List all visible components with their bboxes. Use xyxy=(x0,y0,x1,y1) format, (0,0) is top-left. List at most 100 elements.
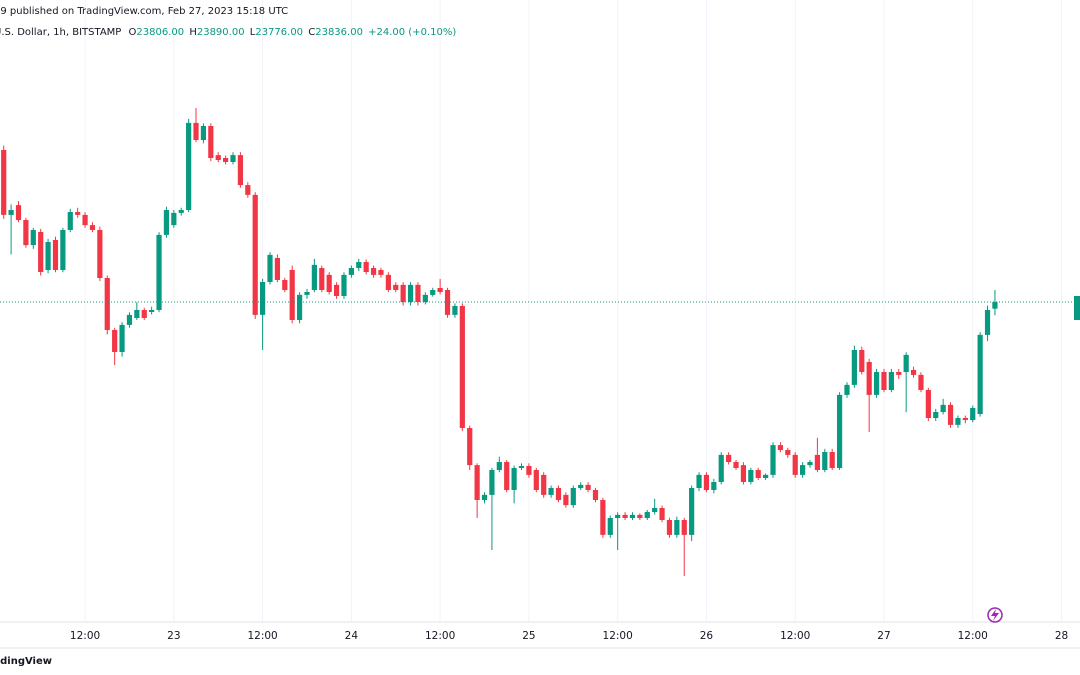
candle-body xyxy=(97,230,103,278)
candle-body xyxy=(563,494,569,506)
candle-body xyxy=(89,225,96,230)
candle-body xyxy=(75,212,81,215)
candle-body xyxy=(104,278,110,330)
candle-body xyxy=(193,122,199,140)
candle-body xyxy=(82,214,88,226)
candle-body xyxy=(319,268,325,290)
candle-body xyxy=(341,274,347,296)
candle-body xyxy=(785,450,791,455)
low-value: 23776.00 xyxy=(255,27,303,38)
candle-body xyxy=(474,465,480,500)
candle-body xyxy=(452,306,458,315)
candle-body xyxy=(555,488,562,500)
candle-body xyxy=(674,520,680,535)
candle-body xyxy=(933,412,939,418)
candle-body xyxy=(112,330,118,352)
candle-body xyxy=(578,484,584,488)
candle-body xyxy=(740,465,747,482)
candle-body xyxy=(437,288,443,292)
candle-body xyxy=(800,465,806,475)
candle-body xyxy=(873,372,880,395)
candle-body xyxy=(822,452,828,470)
candle-body xyxy=(622,514,628,518)
candle-body xyxy=(903,354,909,372)
candle-body xyxy=(511,468,517,490)
candle-body xyxy=(237,155,244,186)
last-price-label xyxy=(1074,296,1080,320)
candle-body xyxy=(718,454,724,482)
x-tick-label: 12:00 xyxy=(425,630,455,642)
candle-body xyxy=(356,262,362,268)
candle-body xyxy=(696,474,702,488)
lightning-icon xyxy=(987,607,1003,623)
candle-body xyxy=(67,212,73,230)
candle-body xyxy=(230,155,236,162)
x-tick-label: 25 xyxy=(522,630,535,642)
candle-body xyxy=(163,210,170,235)
candle-body xyxy=(186,122,192,210)
candle-body xyxy=(245,185,251,195)
candle-body xyxy=(149,310,155,312)
candle-body xyxy=(629,514,636,518)
candle-body xyxy=(814,454,820,470)
candle-body xyxy=(296,294,303,320)
published-note: 59 published on TradingView.com, Feb 27,… xyxy=(0,6,288,17)
candle-body xyxy=(415,284,421,302)
x-tick-label: 28 xyxy=(1055,630,1068,642)
candle-body xyxy=(274,258,280,280)
candle-body xyxy=(400,284,406,302)
candle-body xyxy=(134,310,140,318)
candle-body xyxy=(607,518,613,535)
open-value: 23806.00 xyxy=(136,27,184,38)
candle-body xyxy=(829,452,835,468)
candle-body xyxy=(504,462,510,490)
high-value: 23890.00 xyxy=(197,27,245,38)
candle-body xyxy=(311,264,317,290)
candle-body xyxy=(282,280,288,290)
candle-body xyxy=(681,520,687,535)
candle-body xyxy=(126,314,133,325)
candle-body xyxy=(637,514,643,518)
logo-text: TradingView xyxy=(0,656,52,667)
time-axis: 12:00 23 12:00 24 12:00 25 12:00 26 12:00 27 12:00… xyxy=(70,630,1068,642)
open-label: O xyxy=(129,27,137,38)
candle-body xyxy=(60,230,66,270)
candle-body xyxy=(748,470,754,482)
candle-body xyxy=(585,484,591,490)
candle-body xyxy=(836,394,843,468)
candle-body xyxy=(600,500,606,535)
candle-body xyxy=(393,284,399,290)
candle-body xyxy=(726,454,732,462)
candle-body xyxy=(1,150,7,215)
candle-body xyxy=(45,242,51,270)
candle-body xyxy=(526,466,532,475)
candle-body xyxy=(851,350,857,385)
x-tick-label: 12:00 xyxy=(247,630,277,642)
candle-body xyxy=(215,155,221,160)
candle-body xyxy=(223,158,229,162)
candle-body xyxy=(260,282,266,315)
candle-body xyxy=(896,372,902,375)
grid xyxy=(84,0,1063,622)
candle-body xyxy=(940,404,946,412)
candle-body xyxy=(992,302,998,309)
candle-body xyxy=(947,404,954,425)
candle-body xyxy=(407,284,414,302)
candle-body xyxy=(962,418,968,420)
candle-body xyxy=(430,290,436,295)
candle-body xyxy=(178,210,184,213)
candle-body xyxy=(326,274,332,292)
candle-body xyxy=(763,474,769,478)
candle-body xyxy=(970,408,976,420)
candle-body xyxy=(689,488,695,535)
candle-body xyxy=(866,362,872,395)
candle-body xyxy=(910,370,917,375)
candle-body xyxy=(711,482,717,490)
candle-body xyxy=(378,270,384,275)
candle-body xyxy=(777,445,784,450)
x-tick-label: 12:00 xyxy=(958,630,988,642)
x-tick-label: 12:00 xyxy=(603,630,633,642)
candle-body xyxy=(703,474,710,490)
close-value: 23836.00 xyxy=(315,27,363,38)
candle-body xyxy=(518,466,525,468)
